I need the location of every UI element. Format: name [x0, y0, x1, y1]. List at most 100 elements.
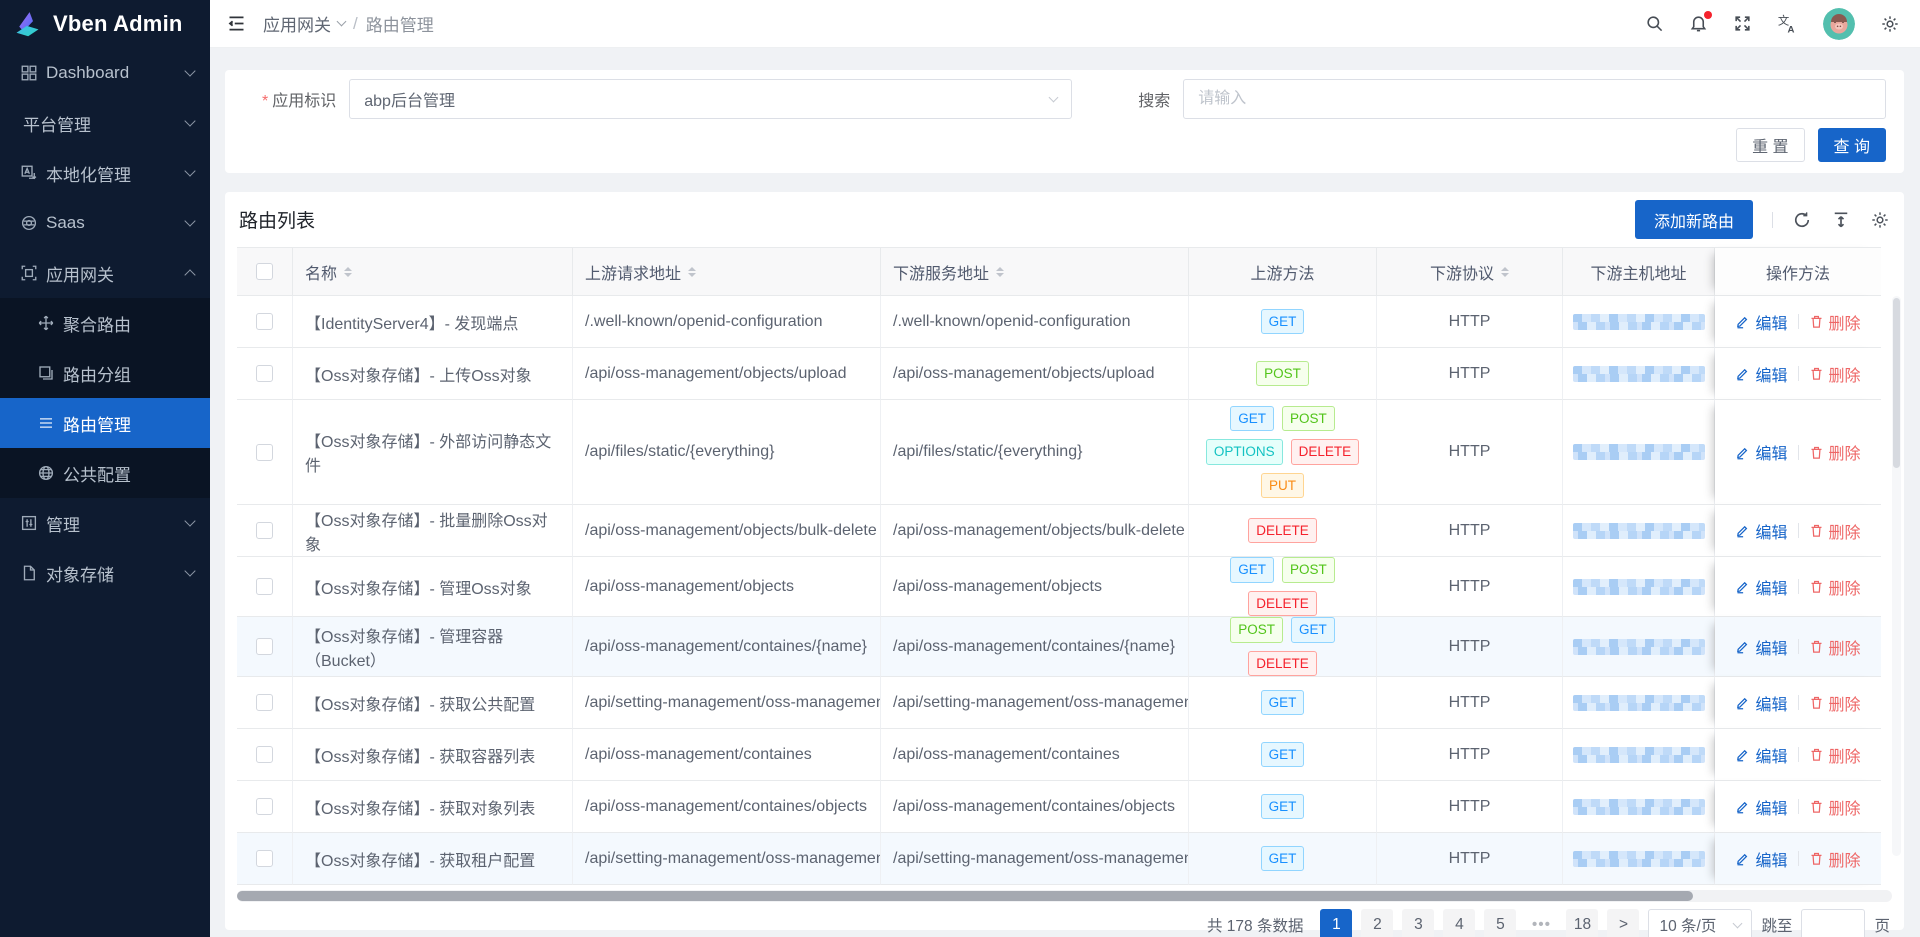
downstream-protocol: HTTP: [1377, 400, 1563, 505]
edit-button[interactable]: 编辑: [1735, 362, 1788, 386]
delete-button[interactable]: 删除: [1809, 795, 1861, 819]
delete-button[interactable]: 删除: [1809, 575, 1861, 599]
search-label: 搜索: [1138, 93, 1171, 110]
delete-button[interactable]: 删除: [1809, 362, 1861, 386]
downstream-path: /api/setting-management/oss-management/b…: [881, 833, 1189, 885]
edit-button[interactable]: 编辑: [1735, 635, 1788, 659]
sidebar-item-manage[interactable]: 管理: [0, 498, 210, 548]
avatar[interactable]: [1823, 7, 1855, 40]
row-checkbox[interactable]: [256, 798, 273, 815]
vertical-scrollbar-thumb[interactable]: [1893, 298, 1900, 468]
sidebar-item-object-storage[interactable]: 对象存储: [0, 548, 210, 598]
sidebar-item-global-config[interactable]: 公共配置: [0, 448, 210, 498]
settings-icon[interactable]: [1880, 14, 1900, 34]
upstream-methods: GET: [1260, 308, 1305, 335]
page-content: *应用标识 abp后台管理 搜索 重 置 查 询 路由列表: [210, 48, 1920, 937]
column-settings-icon[interactable]: [1870, 210, 1890, 230]
edit-button[interactable]: 编辑: [1735, 310, 1788, 334]
edit-button[interactable]: 编辑: [1735, 847, 1788, 871]
add-route-button[interactable]: 添加新路由: [1634, 200, 1753, 239]
sort-icon[interactable]: [688, 266, 697, 277]
page-ellipsis: •••: [1531, 916, 1552, 933]
sidebar-item-dashboard[interactable]: Dashboard: [0, 48, 210, 98]
sort-icon[interactable]: [1501, 266, 1509, 277]
query-button[interactable]: 查 询: [1817, 128, 1886, 162]
table-title: 路由列表: [239, 211, 316, 232]
page-button-1[interactable]: 1: [1320, 909, 1353, 937]
page-button-5[interactable]: 5: [1484, 909, 1517, 937]
sort-icon[interactable]: [996, 266, 1005, 277]
row-checkbox[interactable]: [256, 746, 273, 763]
next-page-button[interactable]: >: [1607, 909, 1640, 937]
table-row: 【Oss对象存储】- 管理Oss对象 /api/oss-management/o…: [237, 557, 1881, 617]
upstream-methods: GET: [1260, 741, 1305, 768]
row-height-icon[interactable]: [1831, 210, 1851, 230]
edit-button[interactable]: 编辑: [1735, 743, 1788, 767]
select-all-checkbox[interactable]: [256, 263, 273, 280]
column-header-name[interactable]: 名称: [293, 247, 573, 296]
column-header-downstream[interactable]: 下游服务地址: [881, 247, 1189, 296]
sort-icon[interactable]: [344, 266, 353, 277]
refresh-icon[interactable]: [1792, 210, 1812, 230]
delete-button[interactable]: 删除: [1809, 691, 1861, 715]
delete-button[interactable]: 删除: [1809, 310, 1861, 334]
row-checkbox[interactable]: [256, 694, 273, 711]
notification-icon[interactable]: [1689, 11, 1712, 33]
sidebar-item-saas[interactable]: Saas: [0, 198, 210, 248]
delete-button[interactable]: 删除: [1809, 519, 1861, 543]
edit-button[interactable]: 编辑: [1735, 440, 1788, 464]
downstream-path: /api/files/static/{everything}: [881, 400, 1189, 505]
edit-button[interactable]: 编辑: [1735, 691, 1788, 715]
page-button-4[interactable]: 4: [1443, 909, 1476, 937]
upstream-path: /api/oss-management/objects/upload: [573, 348, 881, 400]
upstream-path: /api/oss-management/objects: [573, 557, 881, 617]
delete-button[interactable]: 删除: [1809, 635, 1861, 659]
route-name: 【IdentityServer4】- 发现端点: [293, 296, 573, 348]
collapse-sidebar-icon[interactable]: [226, 13, 247, 34]
search-icon[interactable]: [1645, 14, 1664, 33]
row-checkbox[interactable]: [256, 522, 273, 539]
breadcrumb-parent[interactable]: 应用网关: [263, 11, 347, 36]
fullscreen-icon[interactable]: [1733, 14, 1752, 33]
column-header-upstream[interactable]: 上游请求地址: [573, 247, 881, 296]
row-checkbox[interactable]: [256, 365, 273, 382]
saas-icon: [20, 214, 39, 233]
sidebar-item-aggregate-route[interactable]: 聚合路由: [0, 298, 210, 348]
row-checkbox[interactable]: [256, 313, 273, 330]
column-header-protocol[interactable]: 下游协议: [1377, 247, 1563, 296]
method-badge-options: OPTIONS: [1205, 439, 1283, 465]
page-size-select[interactable]: 10 条/页: [1648, 909, 1753, 937]
sidebar-item-gateway[interactable]: 应用网关: [0, 248, 210, 298]
delete-button[interactable]: 删除: [1809, 847, 1861, 871]
horizontal-scrollbar: [237, 890, 1892, 902]
table-row: 【IdentityServer4】- 发现端点 /.well-known/ope…: [237, 296, 1881, 348]
horizontal-scrollbar-thumb[interactable]: [237, 891, 1694, 901]
sidebar-item-route-manage[interactable]: 路由管理: [0, 398, 210, 448]
delete-button[interactable]: 删除: [1809, 743, 1861, 767]
method-badge-delete: DELETE: [1248, 517, 1317, 544]
sidebar-item-localization[interactable]: 本地化管理: [0, 148, 210, 198]
page-jump-input[interactable]: [1801, 909, 1866, 937]
downstream-protocol: HTTP: [1377, 617, 1563, 677]
row-actions: 编辑 删除: [1715, 557, 1881, 617]
page-button-18[interactable]: 18: [1566, 909, 1599, 937]
sidebar-item-platform[interactable]: 平台管理: [0, 98, 210, 148]
search-input[interactable]: [1183, 79, 1886, 119]
sidebar-item-route-group[interactable]: 路由分组: [0, 348, 210, 398]
delete-button[interactable]: 删除: [1809, 440, 1861, 464]
row-checkbox[interactable]: [256, 443, 273, 461]
logo[interactable]: Vben Admin: [0, 0, 210, 48]
edit-button[interactable]: 编辑: [1735, 575, 1788, 599]
row-checkbox[interactable]: [256, 850, 273, 867]
app-id-select[interactable]: abp后台管理: [349, 79, 1073, 119]
edit-button[interactable]: 编辑: [1735, 795, 1788, 819]
row-checkbox[interactable]: [256, 638, 273, 655]
page-button-3[interactable]: 3: [1402, 909, 1435, 937]
method-badge-put: PUT: [1261, 472, 1304, 499]
edit-button[interactable]: 编辑: [1735, 519, 1788, 543]
reset-button[interactable]: 重 置: [1736, 128, 1805, 162]
route-name: 【Oss对象存储】- 外部访问静态文件: [293, 400, 573, 505]
row-checkbox[interactable]: [256, 578, 273, 595]
page-button-2[interactable]: 2: [1361, 909, 1394, 937]
